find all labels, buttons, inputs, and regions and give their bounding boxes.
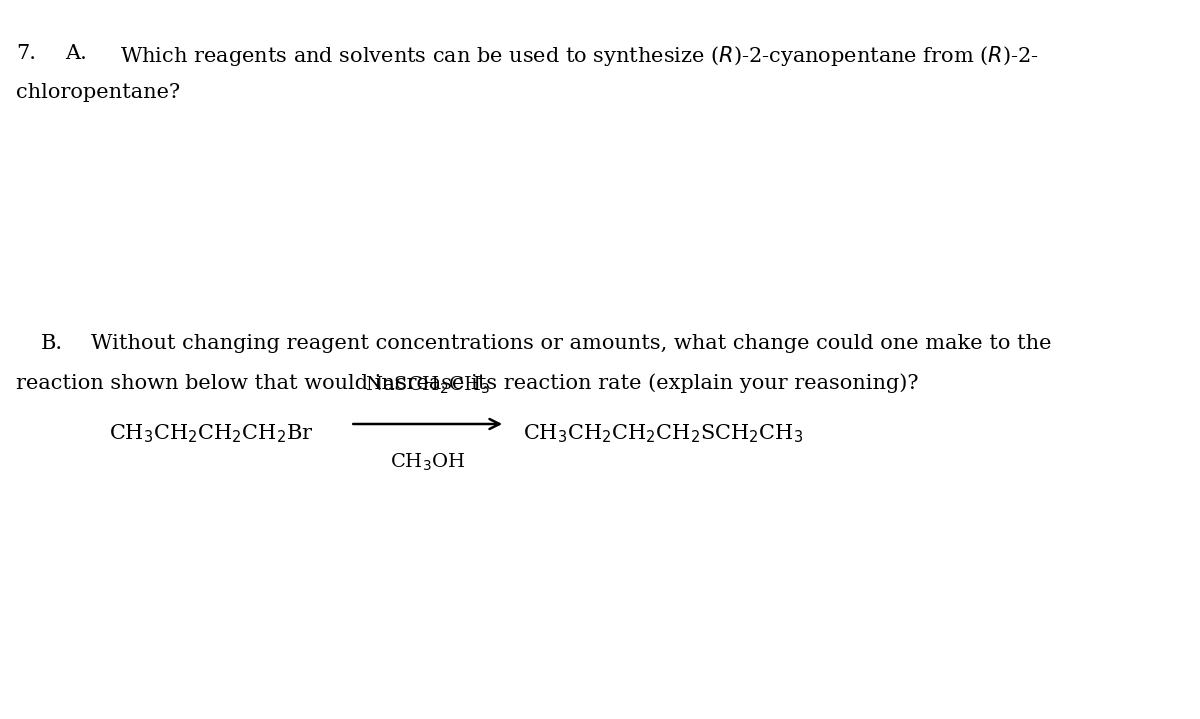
Text: A.: A. xyxy=(66,44,88,63)
Text: CH$_3$CH$_2$CH$_2$CH$_2$Br: CH$_3$CH$_2$CH$_2$CH$_2$Br xyxy=(109,423,313,445)
Text: Which reagents and solvents can be used to synthesize ($R$)-2-cyanopentane from : Which reagents and solvents can be used … xyxy=(120,44,1039,68)
Text: NaSCH$_2$CH$_3$: NaSCH$_2$CH$_3$ xyxy=(365,375,491,396)
Text: 7.: 7. xyxy=(17,44,36,63)
Text: Without changing reagent concentrations or amounts, what change could one make t: Without changing reagent concentrations … xyxy=(91,334,1051,353)
Text: chloropentane?: chloropentane? xyxy=(17,83,180,102)
Text: CH$_3$CH$_2$CH$_2$CH$_2$SCH$_2$CH$_3$: CH$_3$CH$_2$CH$_2$CH$_2$SCH$_2$CH$_3$ xyxy=(523,423,803,445)
Text: reaction shown below that would increase its reaction rate (explain your reasoni: reaction shown below that would increase… xyxy=(17,373,919,393)
Text: CH$_3$OH: CH$_3$OH xyxy=(390,452,466,473)
Text: B.: B. xyxy=(41,334,64,353)
